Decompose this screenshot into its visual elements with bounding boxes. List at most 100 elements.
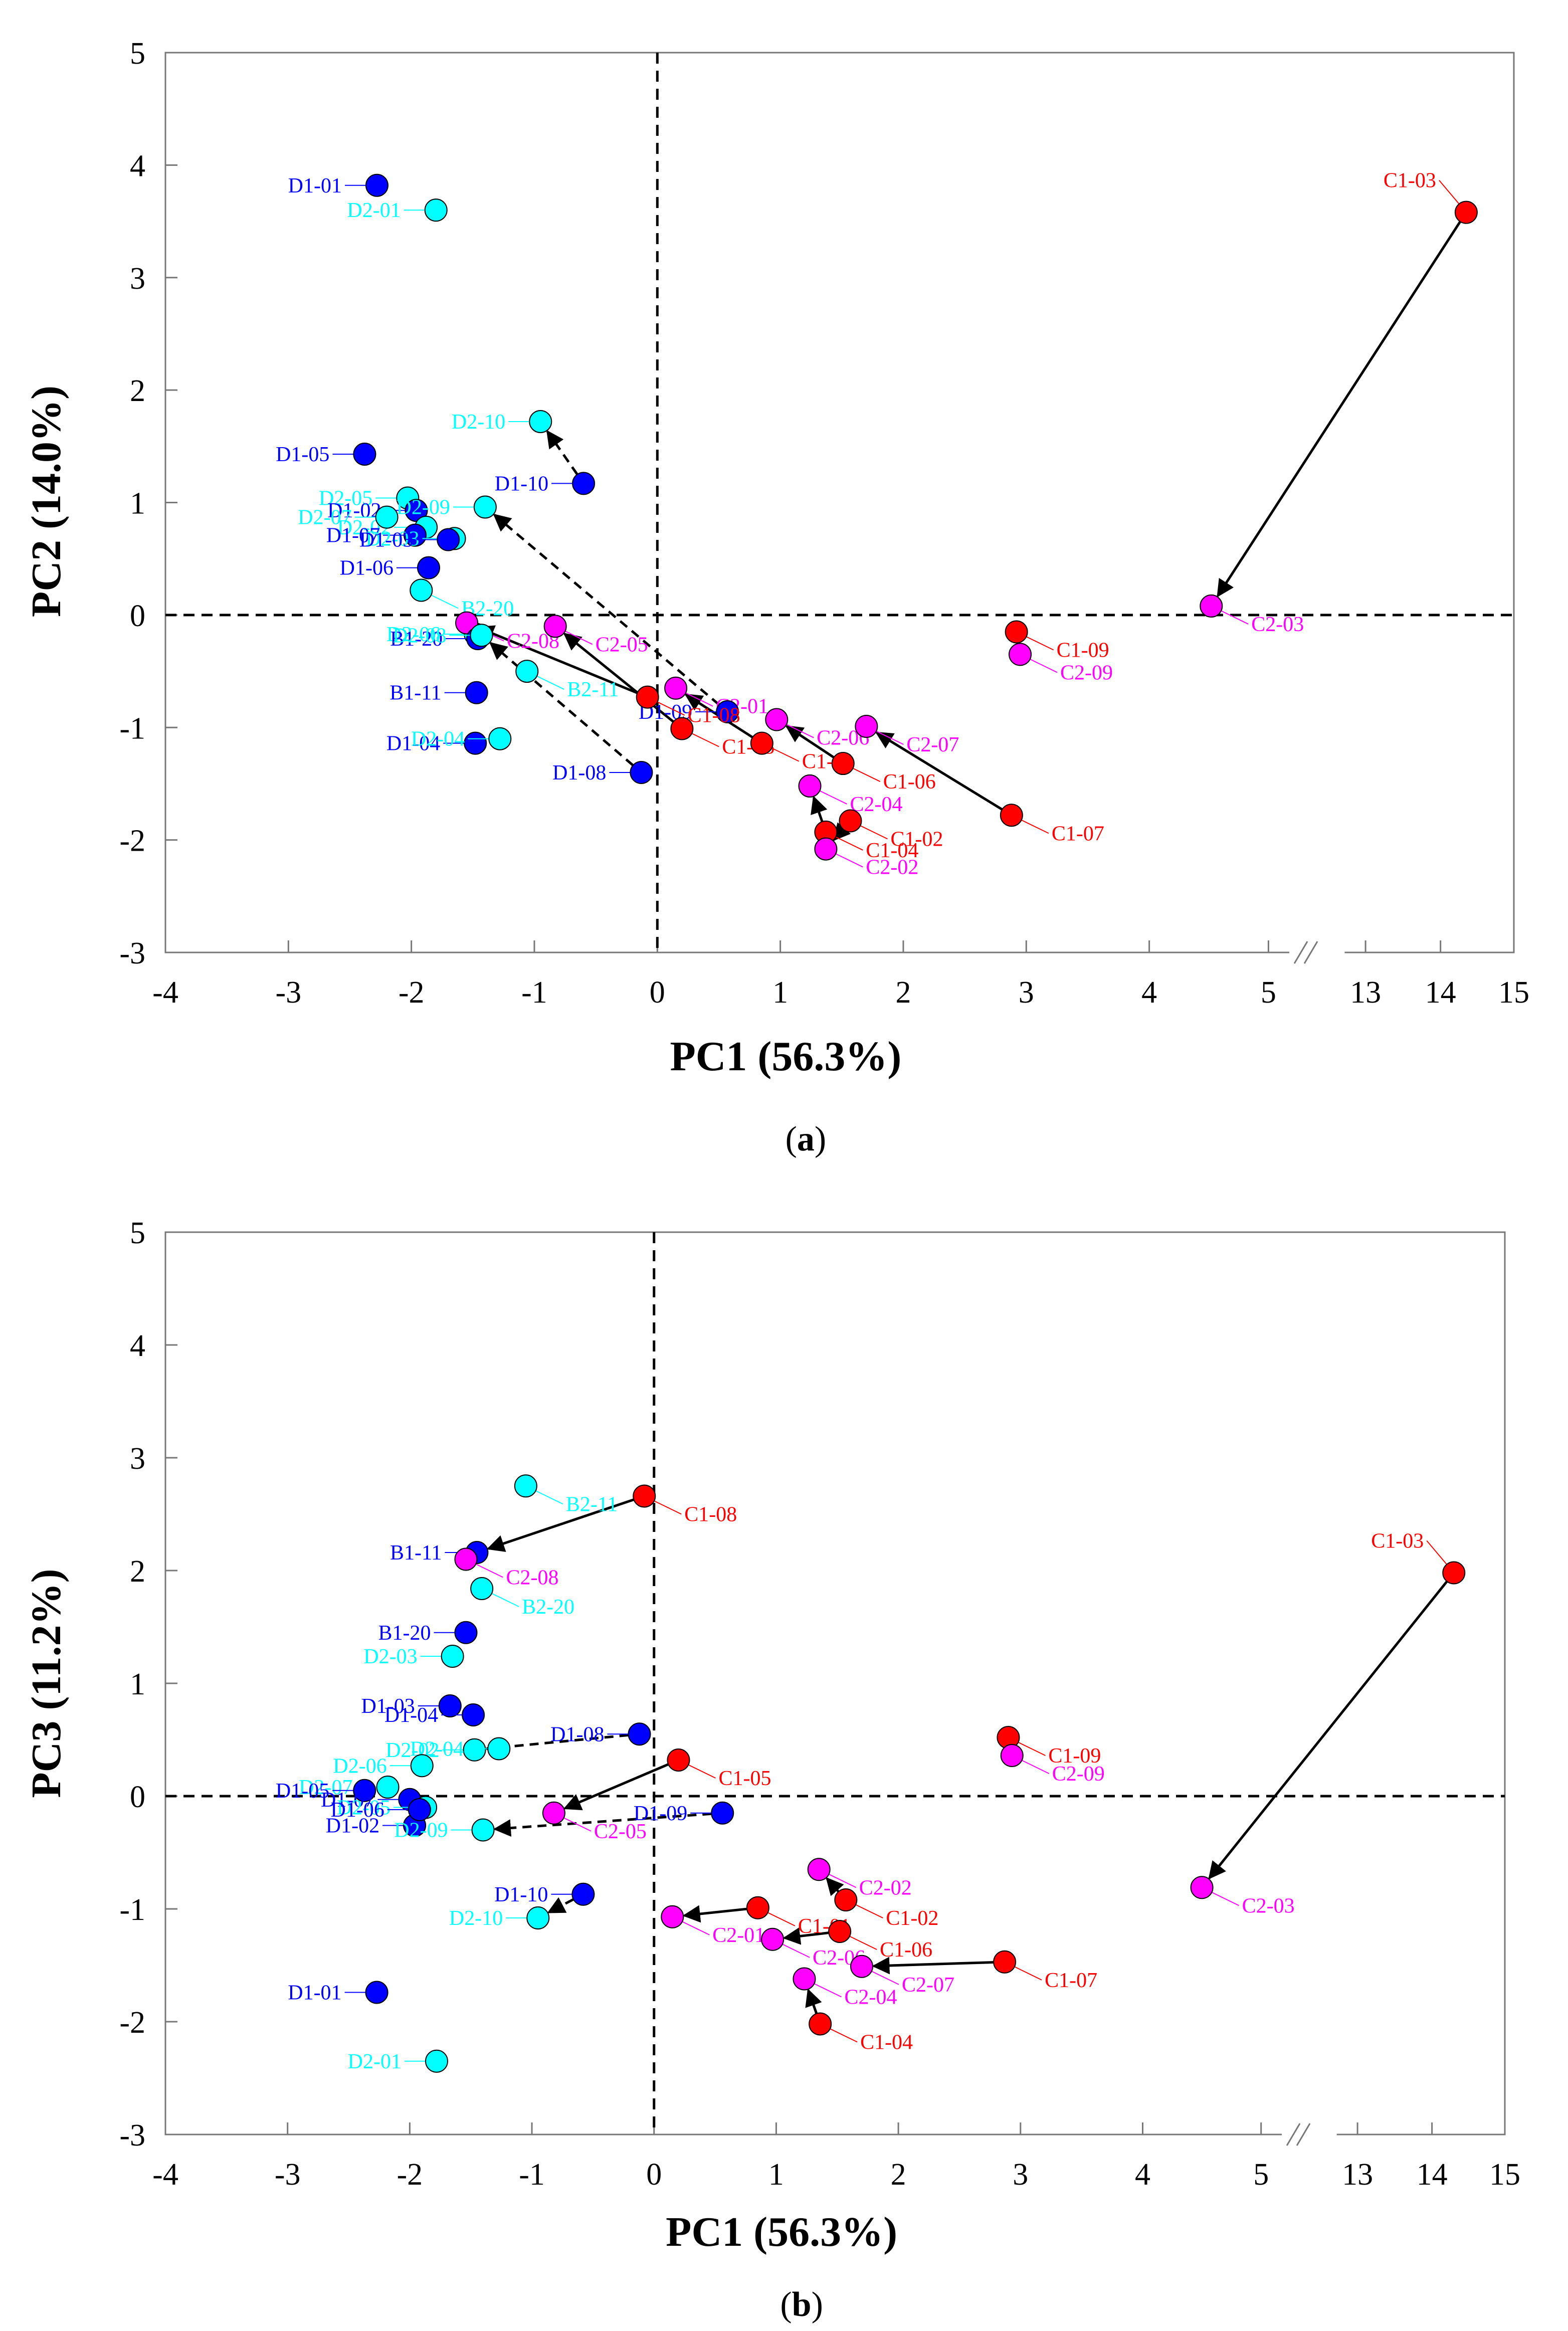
point-label: C1-06: [880, 1938, 932, 1962]
point-label: C1-04: [860, 2031, 913, 2054]
point-b2-11: [515, 660, 539, 683]
x-tick-label: 13: [1342, 2158, 1373, 2192]
point-label: D1-10: [495, 472, 548, 495]
point-c1-08: [633, 1484, 656, 1508]
point-label: D2-09: [394, 1819, 448, 1842]
point-label: D1-05: [276, 1780, 329, 1803]
point-label: C1-04: [866, 839, 918, 862]
y-tick-label: 1: [130, 487, 145, 521]
point-label: B1-11: [389, 682, 441, 705]
point-label: C1-09: [1057, 639, 1109, 662]
point-label: C2-09: [1052, 1763, 1105, 1786]
point-label: D2-01: [348, 2050, 402, 2073]
x-tick-label: -2: [399, 976, 425, 1010]
x-tick-label: 1: [768, 2158, 784, 2192]
point-label: C1-08: [684, 1503, 737, 1526]
point-label: C1-07: [1052, 822, 1104, 845]
point-label: D1-04: [386, 732, 440, 755]
point-label: D2-05: [337, 1797, 390, 1820]
point-c1-02: [834, 1888, 858, 1911]
point-d1-10: [572, 472, 596, 495]
x-tick-label: -1: [519, 2158, 545, 2192]
x-tick-label: -2: [397, 2158, 423, 2192]
point-label: C2-03: [1251, 613, 1304, 636]
point-d2-02: [463, 1738, 486, 1762]
point-label: D2-06: [386, 623, 440, 646]
point-c1-01: [746, 1896, 769, 1919]
point-label: C2-02: [859, 1876, 912, 1899]
point-label: D2-05: [319, 487, 372, 510]
x-tick-label: 4: [1141, 976, 1157, 1010]
point-label: C1-03: [1371, 1530, 1424, 1553]
axis-break-mark: [1296, 2123, 1311, 2146]
shift-arrow: [476, 625, 638, 694]
point-b1-11: [465, 681, 488, 704]
point-label: D2-06: [333, 1755, 386, 1778]
point-label: D2-08: [393, 624, 446, 647]
point-b1-20: [454, 1621, 478, 1644]
point-c2-03: [1200, 594, 1223, 618]
arrows-layer: [476, 221, 1462, 842]
point-label: D1-03: [359, 529, 413, 552]
y-tick-label: -2: [119, 824, 145, 858]
point-label: D2-10: [449, 1907, 503, 1930]
point-label: C2-07: [906, 733, 959, 756]
point-label: C2-04: [844, 1986, 897, 2009]
x-tick-label: -3: [275, 2158, 301, 2192]
point-label: C1-08: [688, 704, 740, 727]
point-label: D2-01: [347, 199, 401, 222]
x-tick-label: 2: [895, 976, 911, 1010]
x-tick-label: 14: [1425, 976, 1456, 1010]
point-label: D1-07: [321, 1789, 374, 1812]
point-c1-09: [1005, 620, 1028, 644]
y-tick-label: -2: [119, 2006, 145, 2040]
point-label: D2-07: [299, 1776, 352, 1799]
y-tick-label: 5: [130, 1216, 145, 1250]
point-c2-07: [850, 1955, 874, 1978]
x-tick-label: 2: [891, 2158, 906, 2192]
point-c1-07: [993, 1950, 1017, 1974]
point-d2-03: [441, 1645, 464, 1668]
point-c1-03: [1454, 201, 1478, 224]
point-c1-05: [667, 1749, 690, 1772]
point-label: B2-11: [566, 1493, 618, 1516]
point-label: C2-02: [866, 856, 918, 879]
point-d2-01: [425, 2049, 448, 2073]
shift-arrow: [563, 633, 674, 723]
shift-arrow: [805, 1988, 822, 2014]
y-tick-label: 0: [130, 599, 145, 633]
shift-arrow: [782, 1927, 829, 1945]
point-label: D2-10: [452, 411, 505, 434]
x-tick-label: 15: [1498, 976, 1529, 1010]
point-label: C1-03: [1384, 169, 1436, 192]
point-label: D1-10: [494, 1883, 548, 1906]
point-label: D2-07: [298, 506, 351, 529]
point-c2-01: [664, 676, 688, 700]
point-c2-06: [765, 708, 789, 731]
x-tick-label: 0: [650, 976, 665, 1010]
x-tick-label: 14: [1417, 2158, 1448, 2192]
point-c2-09: [1000, 1744, 1024, 1767]
x-axis-title: PC1 (56.3%): [666, 2209, 897, 2255]
shift-arrow: [547, 1897, 574, 1914]
point-c2-08: [454, 1547, 478, 1571]
y-tick-label: 4: [130, 1329, 145, 1363]
point-label: D1-04: [384, 1704, 438, 1727]
point-d1-05: [353, 1779, 376, 1802]
point-c2-09: [1009, 643, 1032, 666]
x-tick-label: 3: [1013, 2158, 1028, 2192]
panel-caption: (a): [786, 1120, 827, 1158]
shift-arrow: [872, 1957, 994, 1975]
point-label: C2-07: [902, 1974, 954, 1997]
point-label: C2-05: [594, 1820, 647, 1843]
x-axis-title: PC1 (56.3%): [670, 1033, 901, 1080]
caption-paren-close: ): [815, 1120, 826, 1158]
point-label: D1-03: [361, 1695, 415, 1718]
point-c2-03: [1190, 1876, 1214, 1899]
point-c1-02: [839, 809, 862, 833]
shift-arrow: [682, 1905, 747, 1923]
point-label: D2-04: [411, 728, 465, 751]
point-label: B2-20: [522, 1596, 574, 1619]
point-label: D1-01: [288, 174, 342, 198]
